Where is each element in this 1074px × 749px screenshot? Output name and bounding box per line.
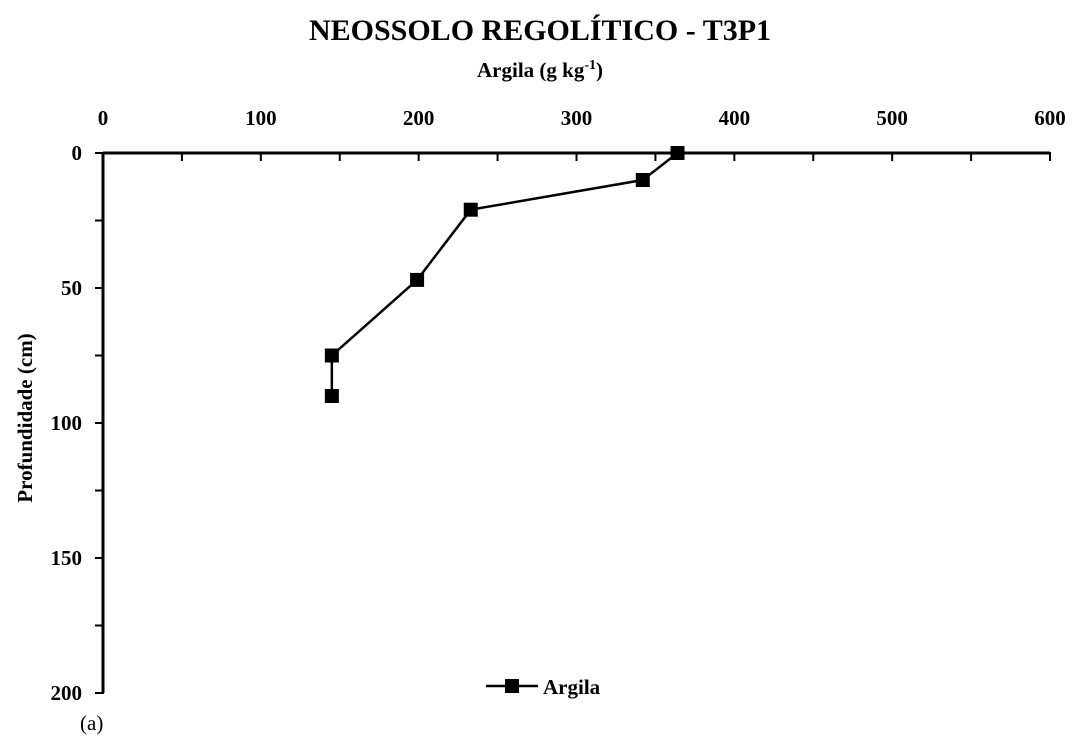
x-tick-label: 600	[1034, 106, 1066, 130]
y-tick-label: 50	[61, 276, 82, 300]
series-line-argila	[330, 152, 679, 396]
series-layer	[324, 146, 685, 403]
x-tick-label: 500	[876, 106, 908, 130]
data-point-marker	[463, 202, 478, 217]
x-axis-label-main: Argila (g kg	[477, 58, 585, 82]
y-tick-label: 0	[72, 141, 83, 165]
x-tick-label: 100	[245, 106, 277, 130]
data-point-marker	[670, 146, 685, 160]
data-point-marker	[324, 389, 339, 403]
y-tick-label: 100	[51, 411, 83, 435]
x-tick-label: 300	[561, 106, 593, 130]
y-tick-label: 150	[51, 546, 83, 570]
legend-label: Argila	[543, 675, 601, 699]
x-tick-label: 400	[719, 106, 751, 130]
data-point-marker	[324, 348, 339, 363]
x-tick-label: 0	[98, 106, 109, 130]
chart-title: NEOSSOLO REGOLÍTICO - T3P1	[309, 14, 771, 47]
x-axis-label-superscript: -1	[584, 58, 596, 73]
x-tick-label: 200	[403, 106, 435, 130]
x-axis-label-suffix: )	[596, 58, 603, 82]
y-tick-label: 200	[51, 681, 83, 705]
legend-marker	[505, 679, 519, 693]
x-axis-label: Argila (g kg-1)	[477, 58, 603, 82]
data-point-marker	[635, 173, 650, 187]
panel-label: (a)	[80, 711, 103, 735]
axes: 0 100 200 300 400 500 600 0 50 100 150 200	[51, 106, 1066, 705]
data-point-marker	[410, 272, 425, 287]
y-axis-label: Profundidade (cm)	[13, 333, 37, 502]
legend: Argila	[486, 675, 601, 699]
